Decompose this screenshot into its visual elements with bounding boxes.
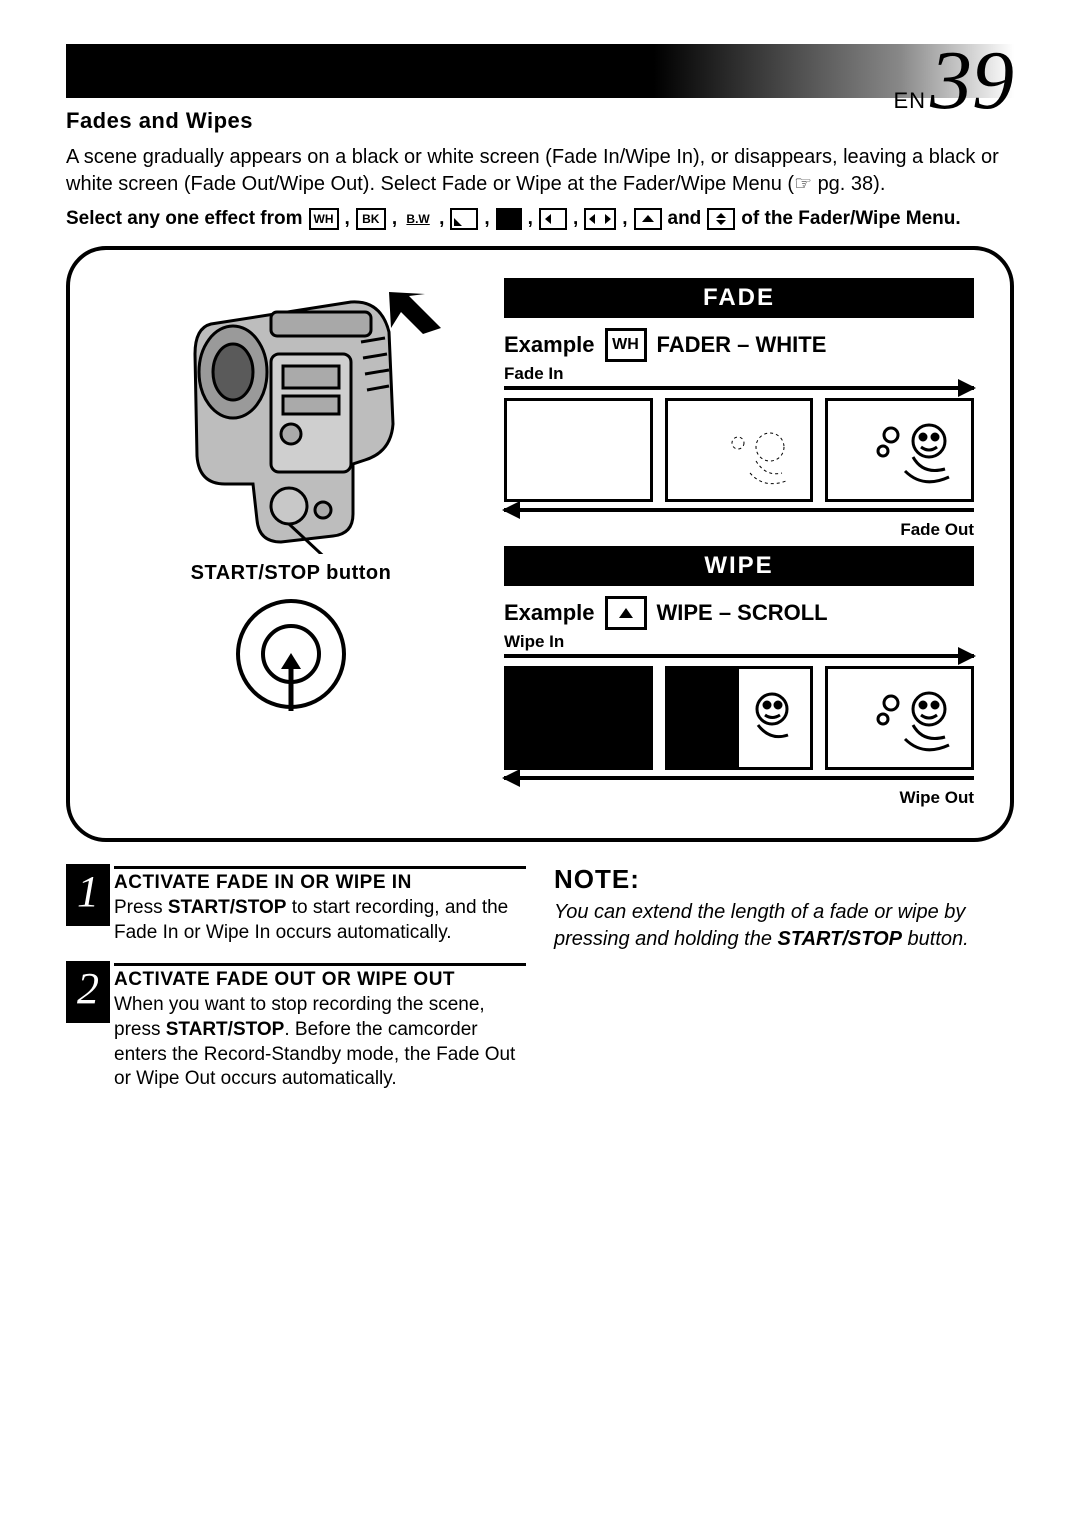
fade-example-line: Example WH FADER – WHITE (504, 328, 974, 362)
effect-icon-leftright (584, 208, 616, 230)
knob-arrow-icon (277, 651, 305, 711)
cartoon-faint-icon (720, 423, 800, 493)
step-title: ACTIVATE FADE IN OR WIPE IN (114, 872, 526, 894)
fade-out-label: Fade Out (504, 520, 974, 540)
effect-icon-updown (707, 208, 735, 230)
fade-frame-empty (504, 398, 653, 502)
example-label: Example (504, 600, 595, 626)
note-text: You can extend the length of a fade or w… (554, 899, 1014, 953)
wipe-frame-half (665, 666, 814, 770)
step-rule (114, 866, 526, 869)
step-title: ACTIVATE FADE OUT OR WIPE OUT (114, 969, 526, 991)
cartoon-full-icon (873, 415, 963, 495)
fade-example-icon: WH (605, 328, 647, 362)
wipe-example-icon (605, 596, 647, 630)
select-effect-line: Select any one effect from WH, BK, B.W, … (66, 208, 1014, 230)
header-gradient (66, 44, 1014, 98)
step-number: 2 (66, 961, 110, 1023)
diagram-panel: START/STOP button FADE Example WH FADER … (66, 246, 1014, 842)
page-num-value: 39 (930, 32, 1014, 129)
cartoon-full-icon (873, 683, 963, 763)
wipe-frame-black (504, 666, 653, 770)
wipe-example-line: Example WIPE – SCROLL (504, 596, 974, 630)
effect-icon-solid (496, 208, 522, 230)
effect-icon-wh: WH (309, 208, 339, 230)
select-prefix: Select any one effect from (66, 208, 303, 230)
step-text: When you want to stop recording the scen… (114, 993, 526, 1092)
wipe-out-label: Wipe Out (504, 788, 974, 808)
note-title: NOTE: (554, 864, 1014, 895)
fade-frame-faint (665, 398, 814, 502)
wipe-half-overlay (668, 669, 739, 767)
wipe-header: WIPE (504, 546, 974, 586)
example-label: Example (504, 332, 595, 358)
steps-column: 1 ACTIVATE FADE IN OR WIPE IN Press STAR… (66, 864, 526, 1108)
wipe-frames (504, 666, 974, 770)
fade-out-arrow (504, 508, 974, 512)
note-column: NOTE: You can extend the length of a fad… (554, 864, 1014, 1108)
manual-page: EN 39 Fades and Wipes A scene gradually … (0, 0, 1080, 1108)
button-label: START/STOP button (191, 562, 392, 585)
effect-icon-left (539, 208, 567, 230)
wipe-in-arrow (504, 654, 974, 658)
fade-header: FADE (504, 278, 974, 318)
camcorder-illustration (141, 284, 441, 554)
wipe-example-name: WIPE – SCROLL (657, 600, 828, 626)
effect-icon-bk: BK (356, 208, 386, 230)
effect-icon-bw: B.W (403, 208, 433, 230)
fade-in-arrow (504, 386, 974, 390)
select-suffix: of the Fader/Wipe Menu. (741, 208, 960, 230)
page-header: EN 39 (66, 44, 1014, 98)
wipe-frame-full (825, 666, 974, 770)
fade-frame-full (825, 398, 974, 502)
step-text: Press START/STOP to start recording, and… (114, 896, 526, 945)
effect-icon-corner (450, 208, 478, 230)
wipe-out-arrow (504, 776, 974, 780)
step-number: 1 (66, 864, 110, 926)
section-title: Fades and Wipes (66, 108, 1014, 134)
page-number: EN 39 (893, 32, 1014, 129)
wipe-in-label: Wipe In (504, 632, 974, 652)
step-2: 2 ACTIVATE FADE OUT OR WIPE OUT When you… (66, 961, 526, 1092)
start-stop-knob (236, 599, 346, 709)
fade-example-name: FADER – WHITE (657, 332, 827, 358)
select-and: and (668, 208, 702, 230)
fade-frames (504, 398, 974, 502)
step-1: 1 ACTIVATE FADE IN OR WIPE IN Press STAR… (66, 864, 526, 945)
effect-icon-up (634, 208, 662, 230)
lang-code: EN (893, 88, 926, 114)
camcorder-column: START/STOP button (106, 278, 476, 810)
step-rule (114, 963, 526, 966)
examples-column: FADE Example WH FADER – WHITE Fade In (504, 278, 974, 810)
fade-in-label: Fade In (504, 364, 974, 384)
cartoon-half-icon (732, 683, 802, 763)
intro-text: A scene gradually appears on a black or … (66, 144, 1014, 198)
bottom-columns: 1 ACTIVATE FADE IN OR WIPE IN Press STAR… (66, 864, 1014, 1108)
